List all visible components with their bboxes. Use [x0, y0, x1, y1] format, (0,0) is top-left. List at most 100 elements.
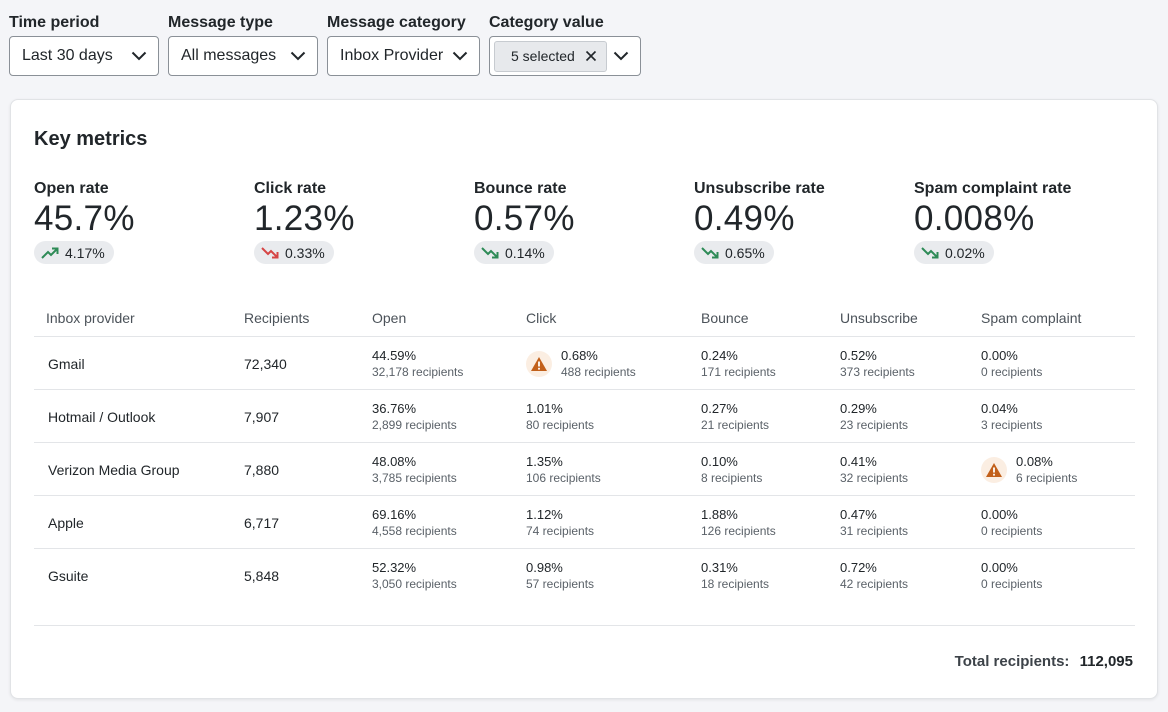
recipients-count: 6,717 — [244, 514, 280, 531]
recipients-count: 5,848 — [244, 567, 280, 584]
click-cell: 0.68% 488 recipients — [526, 337, 636, 390]
trend-down-icon — [920, 245, 940, 261]
rate-recipients: 32,178 recipients — [372, 365, 464, 379]
unsub-cell: 0.47% 31 recipients — [840, 496, 908, 549]
rate-percent: 52.32% — [372, 560, 417, 575]
bounce-cell: 1.88% 126 recipients — [701, 496, 776, 549]
column-header[interactable]: Unsubscribe — [840, 310, 918, 326]
provider-name: Verizon Media Group — [48, 461, 180, 478]
column-header[interactable]: Spam complaint — [981, 310, 1082, 326]
rate-recipients: 23 recipients — [840, 418, 909, 432]
delta-badge: 0.33% — [254, 241, 334, 264]
delta-value: 0.65% — [725, 244, 765, 261]
delta-badge: 0.02% — [914, 241, 994, 264]
rate-recipients: 0 recipients — [981, 577, 1043, 591]
rate-recipients: 8 recipients — [701, 471, 763, 485]
metric-unsubscribe-rate: Unsubscribe rate 0.49% 0.65% — [694, 179, 894, 266]
rate-percent: 0.68% — [561, 348, 598, 363]
spam-cell: 0.00% 0 recipients — [981, 496, 1042, 549]
rate-recipients: 32 recipients — [840, 471, 909, 485]
message-type-select[interactable]: All messages — [168, 36, 318, 76]
open-cell: 52.32% 3,050 recipients — [372, 549, 457, 602]
key-metrics-card: Key metrics Open rate 45.7% 4.17% Click … — [10, 99, 1158, 699]
column-header[interactable]: Open — [372, 310, 407, 326]
rate-recipients: 3,785 recipients — [372, 471, 457, 485]
provider-name: Apple — [48, 514, 84, 531]
rate-recipients: 126 recipients — [701, 524, 776, 538]
delta-value: 4.17% — [65, 244, 105, 261]
table-row[interactable]: Gsuite 5,848 52.32% 3,050 recipients 0.98% 57… — [34, 549, 1135, 602]
category-value-filter: Category value 5 selected — [489, 14, 641, 76]
warning-icon[interactable] — [526, 350, 552, 377]
table-row[interactable]: Gmail 72,340 44.59% 32,178 recipients 0.68% 4… — [34, 337, 1135, 390]
chevron-down-icon — [290, 48, 306, 64]
metric-bounce-rate: Bounce rate 0.57% 0.14% — [474, 179, 674, 266]
stat-value: 0.98% 57 recipients — [526, 559, 594, 592]
stat-value: 1.88% 126 recipients — [701, 506, 776, 539]
column-header[interactable]: Inbox provider — [46, 310, 135, 326]
rate-recipients: 6 recipients — [1016, 471, 1078, 485]
trend-down-icon — [480, 245, 500, 261]
rate-recipients: 3,050 recipients — [372, 577, 457, 591]
message-category-value: Inbox Provider — [340, 47, 444, 64]
rate-percent: 0.47% — [840, 507, 877, 522]
provider-name: Hotmail / Outlook — [48, 408, 156, 425]
chevron-down-icon — [452, 48, 468, 64]
open-cell: 69.16% 4,558 recipients — [372, 496, 457, 549]
metric-value: 45.7% — [34, 199, 135, 238]
rate-percent: 69.16% — [372, 507, 417, 522]
time-period-label: Time period — [9, 14, 100, 31]
message-category-select[interactable]: Inbox Provider — [327, 36, 480, 76]
rate-percent: 0.31% — [701, 560, 738, 575]
table-row[interactable]: Hotmail / Outlook 7,907 36.76% 2,899 recipi… — [34, 390, 1135, 443]
rate-percent: 0.52% — [840, 348, 877, 363]
column-header[interactable]: Recipients — [244, 310, 310, 326]
stat-value: 1.12% 74 recipients — [526, 506, 594, 539]
footer-divider — [34, 625, 1135, 626]
click-cell: 1.12% 74 recipients — [526, 496, 594, 549]
delta-badge: 0.65% — [694, 241, 774, 264]
table-row[interactable]: Verizon Media Group 7,880 48.08% 3,785 reci… — [34, 443, 1135, 496]
category-value-select[interactable]: 5 selected — [489, 36, 641, 76]
message-type-filter: Message type All messages — [168, 14, 318, 76]
bounce-cell: 0.31% 18 recipients — [701, 549, 769, 602]
recipients-count: 7,907 — [244, 408, 280, 425]
metric-click-rate: Click rate 1.23% 0.33% — [254, 179, 454, 266]
recipients-count: 72,340 — [244, 355, 287, 372]
stat-value: 0.31% 18 recipients — [701, 559, 769, 592]
total-recipients: Total recipients: 112,095 — [955, 653, 1133, 670]
open-cell: 48.08% 3,785 recipients — [372, 443, 457, 496]
spam-cell: 0.08% 6 recipients — [981, 443, 1077, 496]
delta-value: 0.33% — [285, 244, 325, 261]
stat-value: 0.08% 6 recipients — [1016, 453, 1077, 486]
close-icon[interactable] — [584, 49, 598, 63]
rate-percent: 0.41% — [840, 454, 877, 469]
selected-chip-label: 5 selected — [511, 48, 575, 64]
provider-name: Gsuite — [48, 567, 89, 584]
bounce-cell: 0.27% 21 recipients — [701, 390, 769, 443]
column-header[interactable]: Click — [526, 310, 557, 326]
stat-value: 0.47% 31 recipients — [840, 506, 908, 539]
unsub-cell: 0.29% 23 recipients — [840, 390, 908, 443]
metric-value: 0.49% — [694, 199, 795, 238]
unsub-cell: 0.41% 32 recipients — [840, 443, 908, 496]
open-cell: 44.59% 32,178 recipients — [372, 337, 463, 390]
trend-up-icon — [40, 245, 60, 261]
bounce-cell: 0.10% 8 recipients — [701, 443, 762, 496]
stat-value: 69.16% 4,558 recipients — [372, 506, 457, 539]
metric-value: 0.57% — [474, 199, 575, 238]
stat-value: 0.41% 32 recipients — [840, 453, 908, 486]
table-row[interactable]: Apple 6,717 69.16% 4,558 recipients 1.12% 74 … — [34, 496, 1135, 549]
rate-percent: 0.00% — [981, 348, 1018, 363]
stat-value: 0.00% 0 recipients — [981, 506, 1042, 539]
delta-value: 0.02% — [945, 244, 985, 261]
time-period-select[interactable]: Last 30 days — [9, 36, 159, 76]
warning-icon[interactable] — [981, 456, 1007, 483]
stat-value: 52.32% 3,050 recipients — [372, 559, 457, 592]
trend-down-icon — [700, 245, 720, 261]
time-period-value: Last 30 days — [22, 47, 113, 64]
stat-value: 0.27% 21 recipients — [701, 400, 769, 433]
rate-percent: 0.08% — [1016, 454, 1053, 469]
column-header[interactable]: Bounce — [701, 310, 749, 326]
rate-recipients: 488 recipients — [561, 365, 636, 379]
